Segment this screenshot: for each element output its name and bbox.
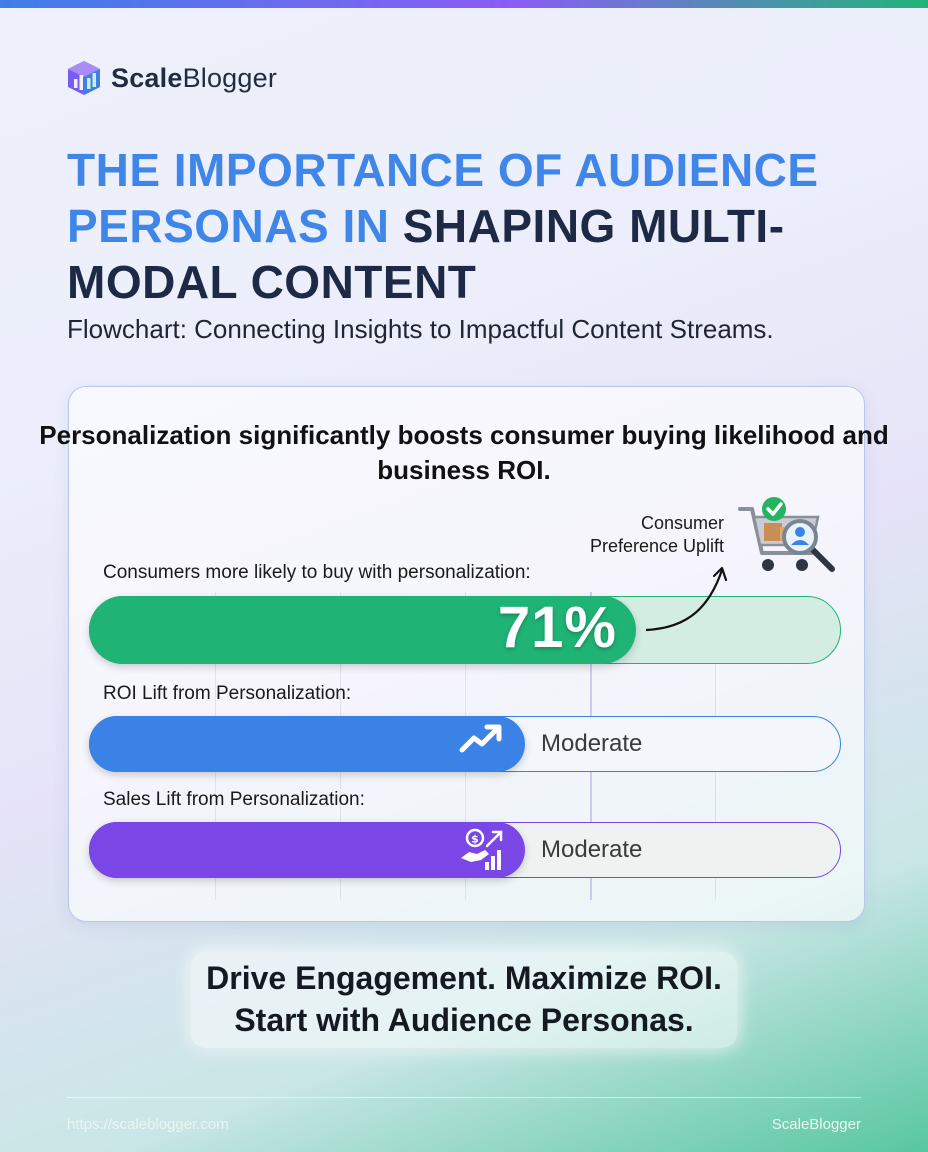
footer-brand: ScaleBlogger xyxy=(771,1116,861,1133)
annotation-line2: Preference Uplift xyxy=(589,536,724,556)
bar-value-label: Moderate xyxy=(541,836,643,863)
page-title: THE IMPORTANCE OF AUDIENCE PERSONAS IN S… xyxy=(67,142,867,310)
annotation-line1: Consumer xyxy=(640,513,724,533)
bar-value-label: 71% xyxy=(497,595,617,660)
title-rest: SHAPING MULTI-MODAL CONTENT xyxy=(67,200,785,308)
bar-category-label: Consumers more likely to buy with person… xyxy=(103,562,531,583)
cta-line-1: Drive Engagement. Maximize ROI. xyxy=(206,960,722,996)
chart-title: Personalization significantly boosts con… xyxy=(39,420,889,485)
bar-category-label: ROI Lift from Personalization: xyxy=(103,683,352,704)
footer-divider xyxy=(67,1097,861,1098)
bar xyxy=(89,596,636,664)
annotation-arrow xyxy=(645,566,728,632)
cta-box xyxy=(191,952,737,1048)
brand-name: ScaleBlogger xyxy=(111,62,278,93)
svg-text:$: $ xyxy=(471,833,479,846)
brand: ScaleBlogger xyxy=(67,60,277,96)
top-accent-bar xyxy=(0,0,928,8)
cta-line-2: Start with Audience Personas. xyxy=(234,1002,694,1038)
bar-value-label: Moderate xyxy=(541,730,643,757)
bar xyxy=(89,822,525,878)
bar xyxy=(89,716,525,772)
bar-category-label: Sales Lift from Personalization: xyxy=(103,789,365,810)
shopping-cart-check-search-icon xyxy=(738,497,835,572)
scaleblogger-logo-icon xyxy=(68,61,100,95)
money-handshake-growth-icon: $ xyxy=(459,828,507,877)
title-highlight: THE IMPORTANCE OF AUDIENCE PERSONAS IN xyxy=(67,144,819,252)
trend-arrow-icon xyxy=(459,722,503,761)
footer-url[interactable]: https://scaleblogger.com xyxy=(67,1116,229,1133)
page-subtitle: Flowchart: Connecting Insights to Impact… xyxy=(67,314,774,344)
chart-annotation: Consumer Preference Uplift xyxy=(590,512,724,558)
